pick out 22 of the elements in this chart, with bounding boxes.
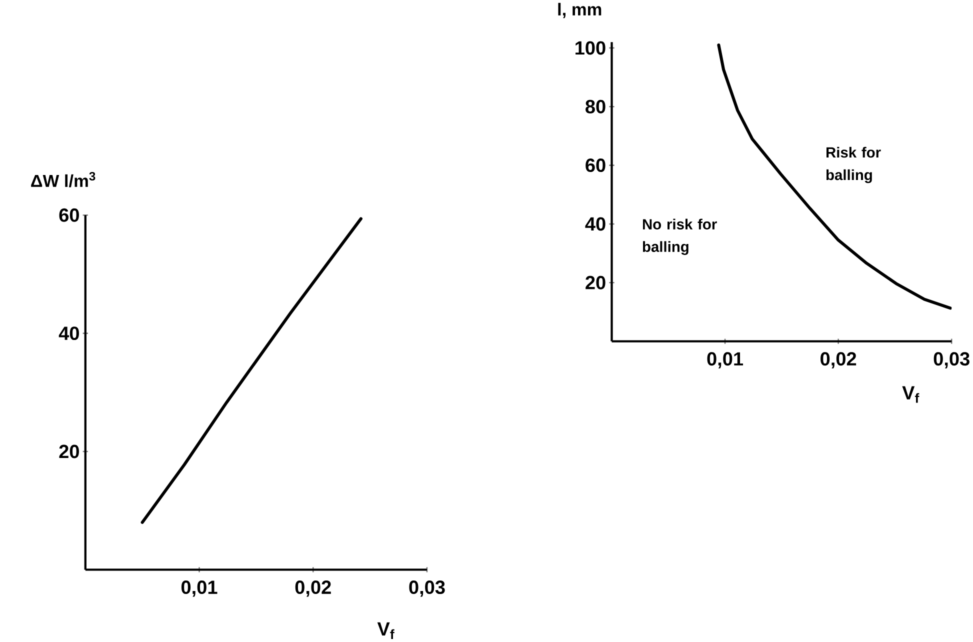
y-tick-label: 60	[586, 158, 606, 172]
x-tick-label: 0,01	[707, 352, 744, 368]
y-axis-title: l, mm	[558, 2, 602, 18]
y-tick-label: 20	[59, 444, 79, 458]
line-series	[717, 44, 952, 310]
y-tick-label: 60	[59, 208, 79, 222]
x-tick-label: 0,02	[820, 352, 856, 368]
y-tick-label: 80	[586, 100, 606, 114]
y-tick-label: 40	[58, 326, 79, 340]
x-tick-label: 0,03	[409, 580, 445, 597]
x-axis-title: V$_{f}$	[902, 386, 920, 403]
annotation: No risk for balling	[642, 218, 717, 256]
y-tick-label: 20	[586, 276, 606, 290]
y-tick-label: 100	[576, 41, 606, 55]
x-tick-label: 0,02	[295, 580, 331, 597]
y-axis-title: ΔW l/m$^{3}$	[31, 172, 96, 188]
line-series	[140, 217, 362, 524]
x-tick-label: 0,01	[181, 580, 218, 597]
y-tick-label: 40	[585, 217, 606, 231]
x-axis-title: V$_{f}$	[377, 622, 394, 640]
x-tick-label: 0,03	[934, 352, 970, 368]
annotation: Risk for balling	[826, 146, 881, 184]
